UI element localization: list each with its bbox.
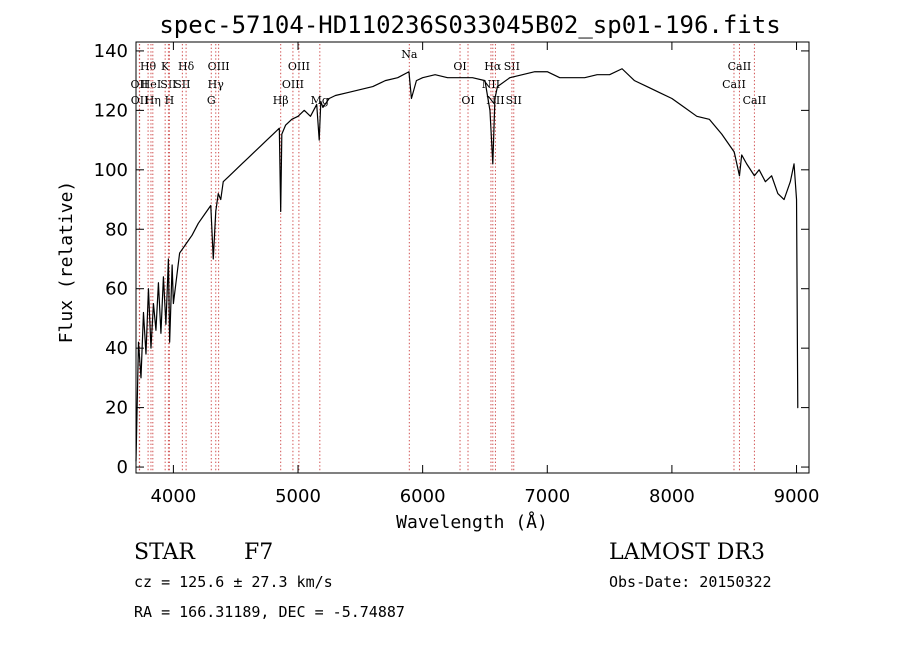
x-axis-label: Wavelength (Å)	[396, 511, 548, 533]
spectral-line-label: Hθ	[140, 60, 157, 73]
x-tick-label: 8000	[649, 486, 695, 507]
x-axis-ticks: 4000 5000 6000 7000 8000 9000	[150, 42, 819, 507]
spectral-line-markers: OIIOIIHθHeIHηKSIIHHδSIIGOIIIHγHβOIIIOIII…	[131, 44, 767, 471]
spectral-line-label: Hγ	[208, 78, 225, 91]
spectral-line-label: CaII	[728, 60, 752, 73]
spectral-line-label: OIII	[208, 60, 230, 73]
spectrum-layer	[135, 68, 799, 462]
x-tick-label: 6000	[400, 486, 446, 507]
y-tick-label: 80	[105, 219, 128, 240]
spectral-line-label: Hη	[145, 94, 161, 107]
spectral-line-label: CaII	[722, 78, 746, 91]
spectral-line-label: Hα	[484, 60, 502, 73]
spectral-line-label: SII	[504, 60, 520, 73]
spectral-line-label: Hδ	[178, 60, 195, 73]
spectral-line-label: OIII	[288, 60, 310, 73]
spectral-line-label: OIII	[282, 78, 304, 91]
spectral-line-label: CaII	[743, 94, 767, 107]
redshift-value: cz = 125.6 ± 27.3 km/s	[134, 573, 333, 591]
y-axis-ticks: 0 20 40 60 80 100 120 140	[94, 41, 809, 478]
x-tick-label: 9000	[774, 486, 820, 507]
x-tick-label: 5000	[275, 486, 321, 507]
spectral-line-label: Hβ	[273, 94, 289, 107]
spectral-line-label: SII	[160, 78, 176, 91]
x-tick-label: 7000	[524, 486, 570, 507]
obs-date: Obs-Date: 20150322	[609, 573, 772, 591]
x-tick-label: 4000	[150, 486, 196, 507]
spectral-line-label: OII	[131, 94, 149, 107]
chart-title: spec-57104-HD110236S033045B02_sp01-196.f…	[159, 11, 780, 39]
spectral-line-label: OI	[461, 94, 474, 107]
survey-label: LAMOST DR3	[609, 540, 765, 565]
spectral-line-label: HeI	[141, 78, 161, 91]
y-tick-label: 100	[94, 160, 128, 181]
plot-frame	[135, 41, 810, 474]
y-tick-label: 20	[105, 398, 128, 419]
spectral-line-label: K	[161, 60, 170, 73]
y-tick-label: 0	[117, 457, 128, 478]
flux-series	[135, 68, 799, 462]
spectral-line-label: Mg	[311, 94, 329, 107]
spectral-line-label: SII	[174, 78, 190, 91]
coordinates: RA = 166.31189, DEC = -5.74887	[134, 603, 405, 621]
y-tick-label: 120	[94, 100, 128, 121]
spectral-line-label: G	[207, 94, 216, 107]
y-tick-label: 40	[105, 338, 128, 359]
y-tick-label: 60	[105, 279, 128, 300]
spectral-line-label: H	[165, 94, 175, 107]
y-axis-label: Flux (relative)	[56, 181, 77, 344]
spectral-line-label: SII	[506, 94, 522, 107]
object-class: STAR	[134, 540, 195, 565]
y-tick-label: 140	[94, 41, 128, 62]
spectral-line-label: Na	[401, 48, 418, 61]
object-subclass: F7	[244, 540, 274, 565]
spectral-line-label: OI	[453, 60, 466, 73]
